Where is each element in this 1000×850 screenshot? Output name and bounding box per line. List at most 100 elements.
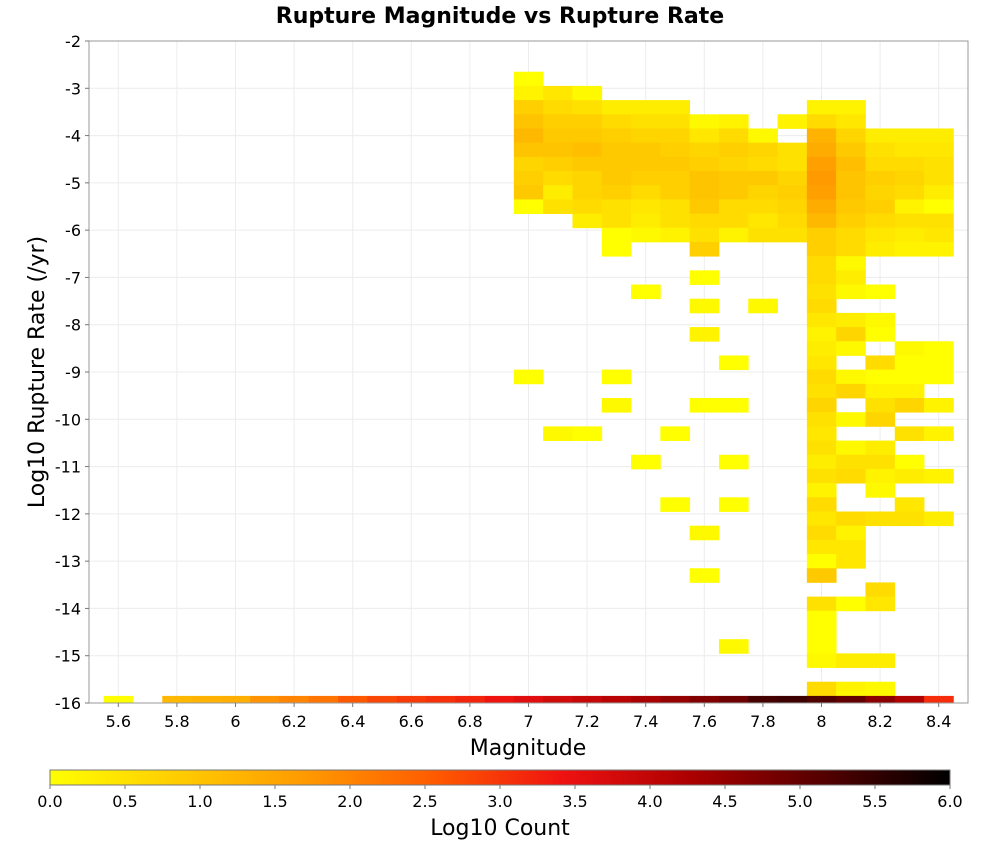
colorbar-ticks: 0.0 0.5 1.0 1.5 2.0 2.5 3.0 3.5 4.0 4.5 5.0 5.5 6.0 [37, 785, 963, 811]
heatmap-cell [806, 213, 837, 229]
heatmap-cell [748, 128, 778, 144]
heatmap-cell [806, 653, 837, 668]
heatmap-cell [806, 241, 837, 257]
heatmap-cell [660, 114, 691, 129]
colorbar-tick-label: 6.0 [937, 792, 962, 811]
heatmap-cell [836, 199, 866, 214]
heatmap-cell [894, 341, 925, 356]
heatmap-cell [865, 355, 896, 371]
heatmap-cell-bottom [836, 695, 866, 703]
heatmap-cell-bottom [865, 695, 896, 703]
heatmap-cell [806, 624, 837, 640]
heatmap-cell [806, 312, 837, 328]
heatmap-cell [631, 171, 661, 186]
heatmap-cell [631, 454, 661, 470]
heatmap-cell [806, 128, 837, 144]
heatmap-cell-bottom [513, 695, 544, 703]
heatmap-cell [836, 383, 866, 399]
heatmap-cell [631, 128, 661, 144]
heatmap-cell-bottom [425, 695, 456, 703]
heatmap-cell [631, 284, 661, 300]
heatmap-cell [718, 142, 749, 158]
heatmap-cell [543, 199, 573, 214]
heatmap-cell-bottom [660, 695, 691, 703]
heatmap-cell [689, 128, 720, 144]
heatmap-cell [513, 171, 544, 186]
heatmap-cell [718, 497, 749, 512]
heatmap-cell-bottom [455, 695, 485, 703]
heatmap-cell [631, 213, 661, 229]
x-tick-label: 8 [816, 712, 826, 731]
heatmap-cell [572, 426, 603, 441]
heatmap-cell [748, 156, 778, 172]
y-tick-label: -3 [65, 79, 81, 98]
heatmap-cell [924, 241, 954, 257]
colorbar [49, 769, 951, 786]
heatmap-cell [806, 568, 837, 583]
heatmap-cell [865, 468, 896, 484]
heatmap-cell [924, 227, 954, 243]
heatmap-cell [924, 142, 954, 158]
heatmap-cell [806, 554, 837, 569]
heatmap-cell [924, 426, 954, 441]
heatmap-cell-bottom [250, 695, 280, 703]
heatmap-cell [836, 539, 866, 555]
heatmap-cell [572, 85, 603, 101]
y-tick-label: -6 [65, 221, 81, 240]
heatmap-cell [836, 142, 866, 158]
heatmap-cell-bottom [601, 695, 632, 703]
heatmap-cell-bottom [484, 695, 515, 703]
heatmap-cell [806, 468, 837, 484]
heatmap-cell [513, 199, 544, 214]
heatmap-cell-bottom [806, 695, 837, 703]
heatmap-cell [777, 142, 808, 158]
heatmap-cell [806, 610, 837, 626]
heatmap-cell [572, 156, 603, 172]
heatmap-cell [924, 128, 954, 144]
heatmap-cell [806, 525, 837, 541]
heatmap-cell [865, 199, 896, 214]
heatmap-cell [777, 156, 808, 172]
heatmap-cell [660, 128, 691, 144]
y-tick-label: -14 [55, 599, 81, 618]
heatmap-cell [777, 171, 808, 186]
heatmap-cell [806, 426, 837, 441]
heatmap-cell [894, 511, 925, 527]
heatmap-cell [543, 114, 573, 129]
heatmap-cell [777, 227, 808, 243]
y-tick-label: -5 [65, 174, 81, 193]
heatmap-cell [806, 454, 837, 470]
heatmap-cell [806, 142, 837, 158]
heatmap-cell [865, 398, 896, 413]
heatmap-cell [631, 142, 661, 158]
heatmap-cell [631, 156, 661, 172]
y-tick-label: -9 [65, 363, 81, 382]
heatmap-cell [865, 582, 896, 598]
heatmap-cell [689, 327, 720, 342]
y-tick-label: -16 [55, 694, 81, 713]
heatmap-cell [689, 270, 720, 285]
heatmap-cell [836, 100, 866, 115]
heatmap-cell [865, 483, 896, 498]
heatmap-cell [806, 681, 837, 697]
y-tick-label: -11 [55, 458, 81, 477]
heatmap-cell-bottom [162, 695, 192, 703]
heatmap-cell [660, 213, 691, 229]
heatmap-cell [660, 142, 691, 158]
heatmap-cell [601, 199, 632, 214]
heatmap-cell [513, 85, 544, 101]
x-tick-label: 7 [523, 712, 533, 731]
heatmap-cell-bottom [631, 695, 661, 703]
heatmap-cell [894, 497, 925, 512]
y-tick-label: -12 [55, 505, 81, 524]
heatmap-cell [894, 128, 925, 144]
heatmap-cell [572, 100, 603, 115]
heatmap-cell [718, 355, 749, 371]
heatmap-cell [836, 468, 866, 484]
heatmap-cell [748, 185, 778, 200]
heatmap-cell [806, 497, 837, 512]
heatmap-cell [836, 227, 866, 243]
heatmap-cell [894, 468, 925, 484]
heatmap-cell [865, 213, 896, 229]
heatmap-cell [865, 171, 896, 186]
